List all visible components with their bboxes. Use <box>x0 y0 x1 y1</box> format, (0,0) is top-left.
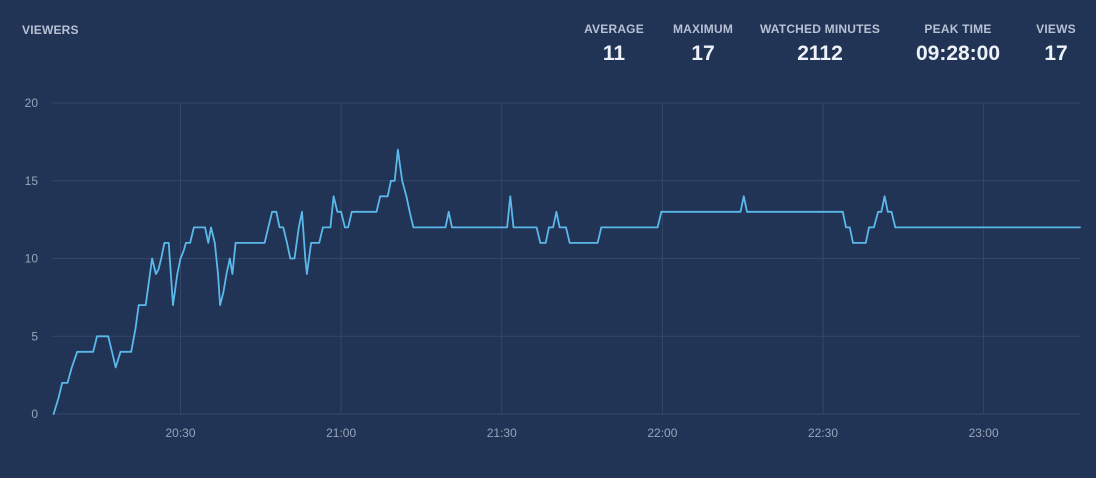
stat-maximum-value: 17 <box>691 42 715 65</box>
y-tick-label: 10 <box>25 252 39 266</box>
chart-title: VIEWERS <box>22 23 79 37</box>
x-tick-label: 21:00 <box>326 426 356 440</box>
axis-layer: 0 5 10 15 20 20:30 21:00 21:30 22:00 22:30 23:00 <box>25 96 999 440</box>
stat-views: VIEWS 17 <box>1036 22 1076 66</box>
y-tick-label: 5 <box>31 329 38 343</box>
x-tick-label: 20:30 <box>165 426 195 440</box>
stat-peak-time: PEAK TIME 09:28:00 <box>916 22 1000 66</box>
y-tick-label: 20 <box>25 96 39 110</box>
stat-average-value: 11 <box>602 42 626 65</box>
stat-peak-time-value: 09:28:00 <box>915 42 1001 65</box>
series-layer <box>52 148 1081 415</box>
stat-maximum: MAXIMUM 17 <box>673 22 733 66</box>
y-tick-label: 0 <box>31 407 38 421</box>
stat-peak-time-label: PEAK TIME <box>924 22 992 36</box>
x-tick-label: 22:30 <box>808 426 838 440</box>
grid-layer <box>52 102 1080 415</box>
x-tick-label: 22:00 <box>647 426 677 440</box>
stat-views-value: 17 <box>1044 42 1068 65</box>
stat-watched-minutes-value: 2112 <box>797 42 843 65</box>
stat-watched-minutes-label: WATCHED MINUTES <box>759 22 881 36</box>
stat-average: AVERAGE 11 <box>584 22 644 66</box>
viewers-series-line <box>52 148 1081 415</box>
x-tick-label: 21:30 <box>487 426 517 440</box>
stat-watched-minutes: WATCHED MINUTES 2112 <box>760 22 880 66</box>
stat-maximum-label: MAXIMUM <box>672 22 734 36</box>
stat-average-label: AVERAGE <box>584 22 644 36</box>
y-tick-label: 15 <box>25 174 39 188</box>
x-tick-label: 23:00 <box>969 426 999 440</box>
stat-views-label: VIEWS <box>1036 22 1076 36</box>
